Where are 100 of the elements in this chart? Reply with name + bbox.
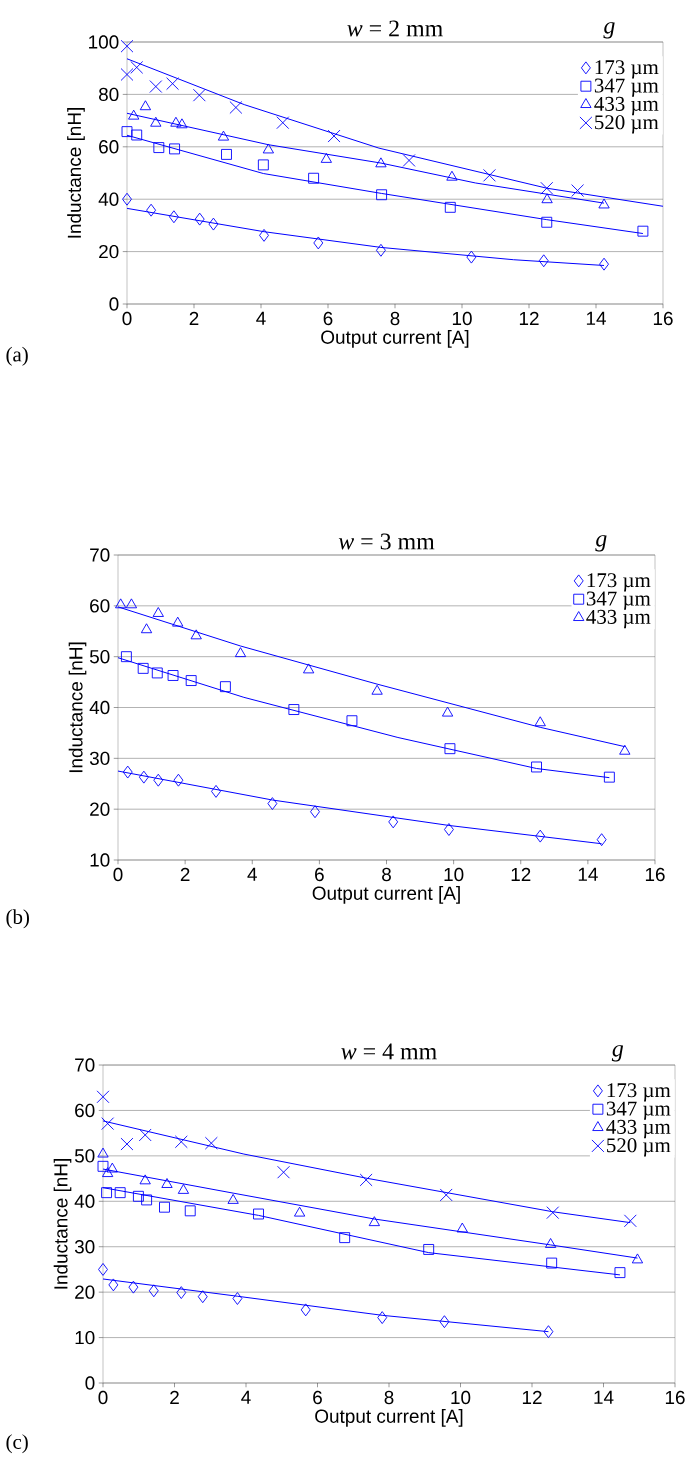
point [444,823,454,836]
y-tick-label: 10 [75,1330,95,1345]
legend-label: 433 µm [586,609,651,629]
point [603,771,615,783]
point [114,1187,126,1199]
point [167,670,179,681]
point [128,1280,139,1294]
y-tick-label: 80 [99,87,119,102]
point [623,1214,637,1228]
point [168,210,179,224]
point [368,1216,380,1227]
point [192,88,206,102]
x-tick-label: 12 [522,1390,542,1404]
point [197,1290,208,1304]
point [174,1135,188,1149]
point [614,1267,626,1279]
y-tick-label: 0 [109,297,119,311]
x-tick-label: 6 [313,1390,322,1405]
y-tick-label: 60 [99,140,119,154]
point [276,116,290,130]
y-tick-label: 60 [75,1103,95,1118]
point [631,1253,644,1264]
x-tick-label: 10 [452,311,472,326]
y-tick-label: 20 [99,244,119,259]
x-tick-label: 16 [665,1390,685,1405]
point [146,203,157,217]
point [108,1278,119,1292]
y-tick-label: 50 [89,649,110,664]
point [327,129,341,143]
x-tick-label: 0 [122,311,132,326]
point [303,663,315,674]
point [130,60,144,74]
legend-label: 173 µm [595,60,659,79]
x-tick-label: 2 [189,311,199,325]
point [137,662,149,674]
y-tick-label: 30 [89,751,110,766]
point [101,1117,115,1131]
point [596,833,607,847]
x-tick-label: 8 [390,311,400,326]
point [546,1206,560,1220]
point [115,598,127,609]
point [194,212,205,226]
point [185,675,197,686]
point [122,765,133,779]
point [98,1263,108,1276]
chart-title: w = 2 mm [347,20,443,37]
point [139,1174,151,1185]
y-tick-label: 30 [74,1240,95,1254]
point [97,1147,109,1158]
point [637,225,649,237]
text: (b) [6,909,29,929]
point [153,773,164,787]
point [122,192,132,206]
y-tick-label: 70 [75,1058,95,1072]
point [544,1238,557,1248]
x-tick-label: 2 [180,867,190,881]
x-tick-label: 6 [315,867,324,882]
point [138,1128,152,1142]
legend-label: 347 µm [606,1101,671,1120]
y-tick-label: 60 [90,599,110,613]
x-tick-label: 16 [645,867,665,882]
point [125,598,138,609]
point [120,68,134,81]
legend-label: 347 µm [586,591,651,610]
point [546,1257,558,1269]
point [441,706,454,717]
x-tick-label: 16 [653,311,673,326]
x-tick-label: 8 [382,867,391,882]
point [543,1325,554,1339]
legend-title: g [603,22,615,39]
y-tick-label: 70 [90,548,110,562]
point [97,1160,109,1172]
point [375,157,387,168]
point [229,101,243,114]
x-tick-label: 4 [241,1390,251,1404]
point [120,1137,134,1151]
point [227,1193,239,1204]
point [177,1183,190,1194]
y-tick-label: 20 [90,802,110,816]
y-axis-title: Inductance [nH] [53,1159,72,1289]
point [402,153,416,167]
point [456,1222,468,1233]
point [161,1178,173,1188]
x-tick-label: 14 [594,1390,614,1404]
point [139,100,152,111]
point [234,647,247,658]
point [131,129,143,141]
point [152,607,164,617]
y-tick-label: 40 [89,700,110,715]
x-tick-label: 10 [451,1390,471,1405]
point [211,784,221,798]
point [166,77,179,91]
x-tick-label: 4 [247,867,257,881]
point [541,216,553,228]
point [257,159,269,171]
point [132,1190,144,1202]
point [217,130,230,141]
point [267,797,278,811]
point [377,1311,388,1325]
chart-title: w = 4 mm [341,1043,437,1060]
